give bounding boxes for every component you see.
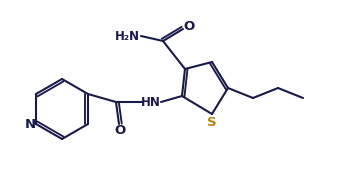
Text: HN: HN [141,95,161,109]
Text: O: O [114,125,126,137]
Text: O: O [183,20,195,33]
Text: N: N [25,118,36,130]
Text: H₂N: H₂N [114,29,140,43]
Text: S: S [207,116,217,128]
